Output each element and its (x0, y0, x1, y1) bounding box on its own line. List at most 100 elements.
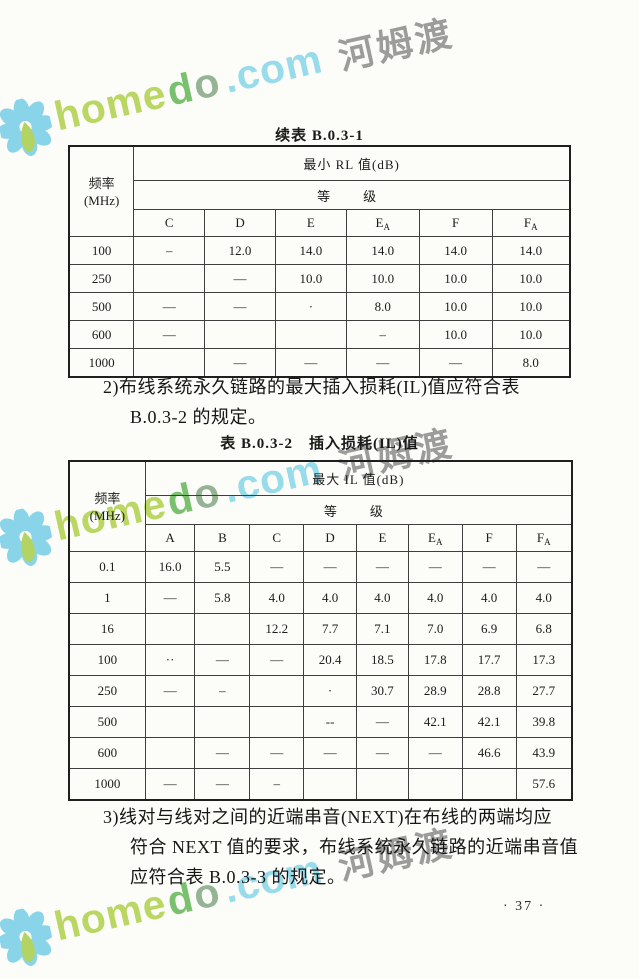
value-cell (144, 737, 196, 769)
value-cell: — (249, 737, 305, 769)
value-cell: 10.0 (274, 264, 347, 293)
table-row: 500 -- —42.1 42.1 39.8 (68, 706, 573, 738)
value-cell: — (204, 292, 276, 321)
value-cell: – (345, 320, 420, 349)
value-cell: 10.0 (345, 264, 420, 293)
value-cell: 28.8 (461, 675, 517, 707)
value-cell: – (194, 675, 251, 707)
value-cell: 4.0 (515, 582, 573, 614)
class-column-header: FA (515, 524, 573, 552)
value-cell (194, 706, 251, 738)
value-cell: 17.7 (461, 644, 517, 676)
value-cell: 16.0 (144, 551, 196, 583)
value-cell: — (418, 348, 493, 378)
value-cell: — (249, 551, 305, 583)
value-span-header: 最大 IL 值(dB) (144, 460, 573, 496)
class-column-header: EA (345, 209, 420, 237)
value-cell (407, 768, 463, 801)
value-cell: · (303, 675, 358, 707)
homedo-watermark-bottom: home d o .com 河姆渡 (0, 797, 462, 979)
value-cell: 4.0 (356, 582, 409, 614)
value-cell: 4.0 (461, 582, 517, 614)
value-cell (144, 706, 196, 738)
value-cell: — (407, 737, 463, 769)
table-row: 250—10.0 10.0 10.0 10.0 (68, 264, 571, 293)
value-cell: 39.8 (515, 706, 573, 738)
value-cell: 10.0 (491, 320, 571, 349)
frequency-header-cell: 频率 (MHz) (68, 460, 146, 552)
value-cell: — (303, 551, 358, 583)
value-span-header: 最小 RL 值(dB) (133, 145, 571, 181)
freq-cell: 100 (68, 236, 135, 265)
value-cell (133, 348, 206, 378)
table-il-values: 频率 (MHz) 最大 IL 值(dB) 等 级 A B C D E EA F FA 0.1 16.0 5.… (68, 460, 573, 801)
value-cell: — (204, 264, 276, 293)
table-row: 1000— — –57.6 (68, 768, 573, 801)
freq-cell: 250 (68, 264, 135, 293)
value-cell: 28.9 (407, 675, 463, 707)
value-cell (144, 613, 196, 645)
value-cell (303, 768, 358, 801)
value-cell: 8.0 (345, 292, 420, 321)
value-cell: 20.4 (303, 644, 358, 676)
value-cell: 27.7 (515, 675, 573, 707)
class-column-header: B (194, 524, 251, 552)
value-cell: -- (303, 706, 358, 738)
freq-cell: 16 (68, 613, 146, 645)
value-cell: – (249, 768, 305, 801)
value-cell: 12.0 (204, 236, 276, 265)
table-row: 100 ·· — —20.4 18.5 17.8 17.7 17.3 (68, 644, 573, 676)
table-row: 100–12.0 14.0 14.0 14.0 14.0 (68, 236, 571, 265)
value-cell: 42.1 (461, 706, 517, 738)
class-column-header: FA (491, 209, 571, 237)
table-rl-values: 频率 (MHz) 最小 RL 值(dB) 等 级 C D E EA F FA 100–12.0 14.… (68, 145, 571, 378)
freq-cell: 0.1 (68, 551, 146, 583)
value-cell: – (133, 236, 206, 265)
table-row: 1—5.8 4.0 4.0 4.0 4.0 4.0 4.0 (68, 582, 573, 614)
frequency-unit-label: (MHz) (83, 192, 120, 208)
value-cell: — (144, 582, 196, 614)
value-cell: 10.0 (491, 292, 571, 321)
value-cell (249, 706, 305, 738)
class-column-header: F (418, 209, 493, 237)
value-cell: 4.0 (303, 582, 358, 614)
value-cell (356, 768, 409, 801)
value-cell: — (345, 348, 420, 378)
paragraph-2-line-2: B.0.3-2 的规定。 (130, 407, 267, 427)
value-cell: 46.6 (461, 737, 517, 769)
watermark-com-text: .com (219, 35, 327, 102)
value-cell: — (303, 737, 358, 769)
value-cell: 4.0 (249, 582, 305, 614)
value-cell: — (144, 768, 196, 801)
value-cell: 12.2 (249, 613, 305, 645)
value-cell (274, 320, 347, 349)
table-row: 600— — — — —46.6 43.9 (68, 737, 573, 769)
value-cell: 10.0 (418, 292, 493, 321)
paragraph-2: 2)布线系统永久链路的最大插入损耗(IL)值应符合表 B.0.3-2 的规定。 (103, 372, 583, 432)
value-cell: 30.7 (356, 675, 409, 707)
value-cell: 7.1 (356, 613, 409, 645)
class-column-header: C (249, 524, 305, 552)
table-row: 16 12.2 7.7 7.1 7.0 6.9 6.8 (68, 613, 573, 645)
value-cell: 43.9 (515, 737, 573, 769)
frequency-label: 频率 (88, 175, 115, 191)
value-cell (133, 264, 206, 293)
freq-cell: 500 (68, 292, 135, 321)
value-cell (204, 320, 276, 349)
paragraph-3-line-3: 应符合表 B.0.3-3 的规定。 (130, 867, 346, 887)
value-cell: — (274, 348, 347, 378)
table-row: 0.1 16.0 5.5— — — — — — (68, 551, 573, 583)
value-cell: — (133, 292, 206, 321)
table-row: 600— –10.0 10.0 (68, 320, 571, 349)
value-cell: 7.0 (407, 613, 463, 645)
continued-table-title: 续表 B.0.3-1 (275, 128, 364, 144)
value-cell: 57.6 (515, 768, 573, 801)
value-cell: 17.8 (407, 644, 463, 676)
class-column-header: E (356, 524, 409, 552)
class-column-header: EA (407, 524, 463, 552)
value-cell: — (515, 551, 573, 583)
value-cell: 14.0 (491, 236, 571, 265)
frequency-label: 频率 (94, 490, 121, 506)
value-cell: — (249, 644, 305, 676)
value-cell: 14.0 (274, 236, 347, 265)
